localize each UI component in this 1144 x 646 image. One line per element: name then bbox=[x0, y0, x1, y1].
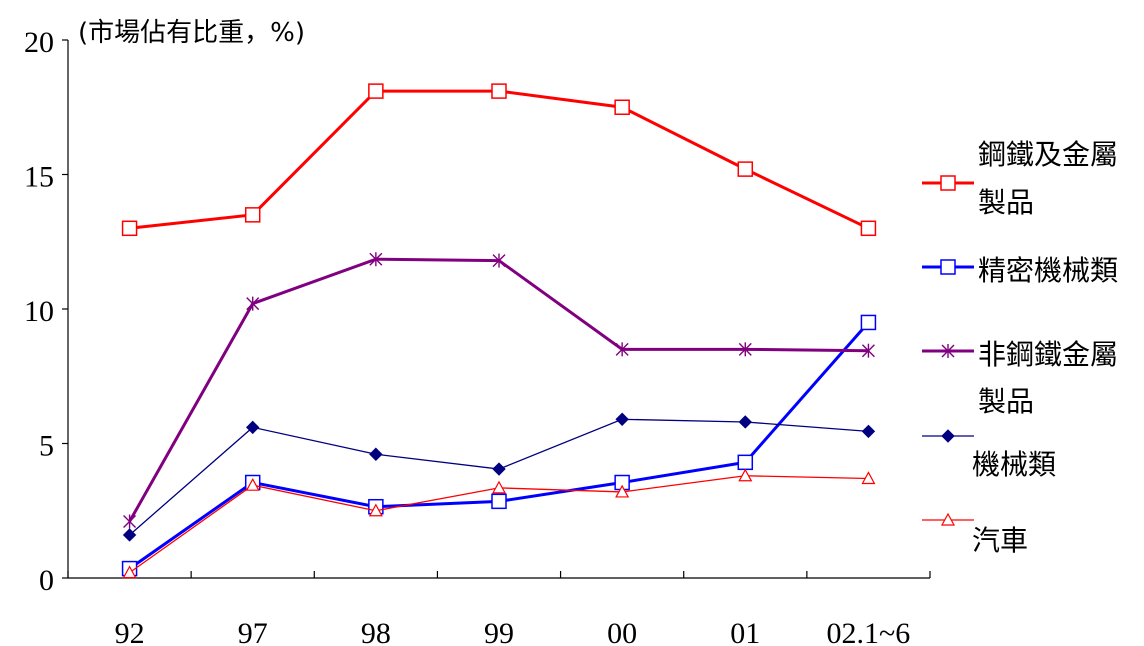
legend-entry-4: 汽車 bbox=[922, 512, 1028, 557]
y-axis-unit-label: (市場佔有比重，%) bbox=[78, 18, 305, 48]
data-point bbox=[491, 83, 507, 99]
series-line bbox=[128, 321, 870, 570]
data-point bbox=[368, 83, 384, 99]
x-tick-label: 02.1~6 bbox=[827, 617, 911, 646]
legend-label: 機械類 bbox=[972, 448, 1056, 481]
x-tick-label: 01 bbox=[730, 617, 760, 646]
data-point bbox=[615, 412, 629, 426]
data-point bbox=[121, 220, 138, 237]
legend-label: 製品 bbox=[978, 385, 1034, 418]
x-tick-label: 99 bbox=[484, 617, 514, 646]
data-point bbox=[738, 468, 753, 482]
data-point bbox=[491, 493, 507, 510]
legend-marker bbox=[941, 429, 955, 443]
data-point bbox=[861, 424, 876, 439]
series-0 bbox=[121, 83, 877, 237]
legend-entry-1: 精密機械類 bbox=[922, 254, 1118, 287]
series-2 bbox=[123, 252, 875, 529]
data-point bbox=[738, 342, 752, 357]
data-point bbox=[861, 343, 875, 358]
series-3 bbox=[122, 412, 876, 542]
legend-label: 製品 bbox=[978, 186, 1034, 219]
y-tick-label: 5 bbox=[39, 430, 54, 463]
data-point bbox=[369, 447, 383, 461]
data-point bbox=[737, 454, 754, 471]
data-point bbox=[614, 99, 630, 115]
x-tick-label: 98 bbox=[361, 617, 391, 646]
data-point bbox=[245, 477, 260, 491]
x-tick-label: 97 bbox=[238, 617, 268, 646]
data-point bbox=[860, 220, 877, 237]
data-point bbox=[122, 565, 137, 579]
y-tick-label: 15 bbox=[24, 161, 54, 194]
series-line bbox=[129, 418, 869, 536]
data-point bbox=[246, 296, 260, 311]
legend-marker bbox=[940, 512, 956, 526]
data-point bbox=[615, 484, 630, 498]
axes: 0 5 10 15 20 92 97 98 99 00 01 02.1~6 bbox=[24, 26, 931, 646]
plot-area bbox=[121, 83, 877, 579]
data-point bbox=[737, 161, 754, 177]
legend-entry-3: 機械類 bbox=[922, 429, 1056, 481]
data-point bbox=[492, 462, 506, 476]
data-point bbox=[122, 528, 137, 542]
data-point bbox=[491, 480, 507, 494]
legend-label: 精密機械類 bbox=[978, 254, 1118, 287]
y-tick-label: 10 bbox=[24, 295, 54, 328]
data-point bbox=[244, 207, 261, 223]
legend-label: 汽車 bbox=[972, 524, 1028, 557]
data-point bbox=[246, 420, 260, 435]
series-4 bbox=[122, 468, 876, 579]
legend-marker bbox=[940, 259, 956, 275]
data-point bbox=[738, 415, 752, 429]
data-point bbox=[615, 342, 629, 357]
data-point bbox=[123, 514, 137, 529]
legend-marker bbox=[940, 175, 956, 191]
x-tick-label: 00 bbox=[607, 617, 637, 646]
data-point bbox=[492, 253, 506, 268]
y-tick-label: 0 bbox=[39, 564, 54, 597]
series-1 bbox=[121, 314, 877, 577]
legend-label: 非鋼鐵金屬 bbox=[978, 338, 1118, 371]
legend-marker bbox=[941, 344, 955, 358]
legend-label: 鋼鐵及金屬 bbox=[978, 138, 1118, 171]
y-tick-label: 20 bbox=[24, 26, 54, 59]
data-point bbox=[368, 503, 383, 517]
data-point bbox=[860, 314, 877, 331]
data-point bbox=[369, 252, 383, 267]
data-point bbox=[861, 471, 876, 485]
series-line bbox=[129, 89, 870, 230]
x-tick-label: 92 bbox=[115, 617, 145, 646]
